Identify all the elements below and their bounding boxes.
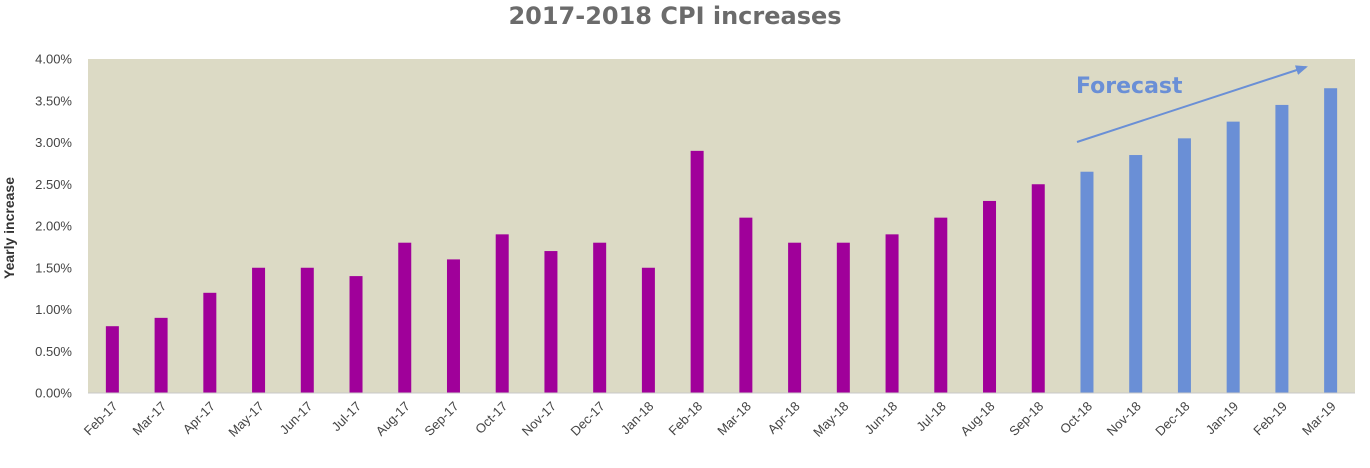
bar-jun-17 [300,267,314,393]
y-tick-label: 2.00% [35,219,72,234]
bar-may-17 [252,267,266,393]
bar-feb-18 [690,150,704,393]
bar-mar-17 [154,317,168,393]
y-tick-label: 4.00% [35,52,72,67]
x-tick-label: Sep-17 [421,399,461,439]
x-tick-label: May-18 [810,399,851,440]
x-tick-label: Oct-17 [472,399,510,437]
bar-apr-18 [788,242,802,393]
x-tick-label: Nov-17 [519,399,559,439]
y-axis-label: Yearly increase [1,177,17,279]
forecast-arrow [1076,65,1308,143]
x-tick-label: Mar-18 [714,399,754,439]
y-tick-label: 0.50% [35,344,72,359]
x-tick-label: Jul-17 [328,399,364,435]
bar-oct-17 [495,234,509,393]
y-tick-label: 3.50% [35,93,72,108]
bar-feb-17 [105,326,119,393]
bar-mar-19 [1324,88,1338,393]
bar-mar-18 [739,217,753,393]
x-tick-label: Mar-19 [1299,399,1339,439]
y-tick-label: 0.00% [35,386,72,401]
bar-sep-18 [1031,184,1045,393]
bar-jan-19 [1226,121,1240,394]
x-tick-label: Feb-18 [666,399,706,439]
x-tick-label: Jan-19 [1203,399,1242,438]
y-tick-label: 1.50% [35,260,72,275]
bar-jan-18 [641,267,655,393]
x-tick-label: Feb-17 [81,399,121,439]
bar-aug-17 [398,242,412,393]
x-tick-label: Mar-17 [129,399,169,439]
x-tick-label: Apr-17 [180,399,218,437]
x-tick-label: Jun-17 [277,399,316,438]
bar-jul-18 [934,217,948,393]
bar-dec-18 [1177,138,1191,393]
bar-nov-18 [1129,155,1143,393]
forecast-annotation: Forecast [1076,74,1183,99]
x-tick-label: Sep-18 [1006,399,1046,439]
y-tick-label: 3.00% [35,135,72,150]
bar-oct-18 [1080,171,1094,393]
x-tick-label: Aug-17 [373,399,413,439]
x-tick-label: Nov-18 [1104,399,1144,439]
x-tick-labels: Feb-17 Mar-17 Apr-17 May-17 Jun-17 Jul-17 Aug-… [81,399,1339,440]
x-tick-label: Feb-19 [1250,399,1290,439]
x-tick-label: Oct-18 [1057,399,1095,437]
x-tick-label: Jan-18 [618,399,657,438]
y-tick-labels: 0.00% 0.50% 1.00% 1.50% 2.00% 2.50% 3.00% 3.50%… [35,52,72,401]
x-tick-label: Aug-18 [957,399,997,439]
bar-apr-17 [203,292,217,393]
bar-aug-18 [983,200,997,393]
plot-background [88,59,1355,393]
bar-feb-19 [1275,104,1289,394]
x-tick-label: Apr-18 [765,399,803,437]
bar-may-18 [836,242,850,393]
bar-nov-17 [544,251,558,393]
bar-jul-17 [349,276,363,393]
x-tick-label: May-17 [225,399,266,440]
y-tick-label: 1.00% [35,302,72,317]
x-tick-label: Dec-18 [1152,399,1192,439]
x-tick-label: Dec-17 [568,399,608,439]
x-tick-label: Jun-18 [861,399,900,438]
x-tick-label: Jul-18 [913,399,949,435]
bars-group [105,88,1338,394]
bar-sep-17 [446,259,460,393]
bar-dec-17 [593,242,607,393]
bar-jun-18 [885,234,899,393]
y-tick-label: 2.50% [35,177,72,192]
chart-title: 2017-2018 CPI increases [508,2,841,30]
